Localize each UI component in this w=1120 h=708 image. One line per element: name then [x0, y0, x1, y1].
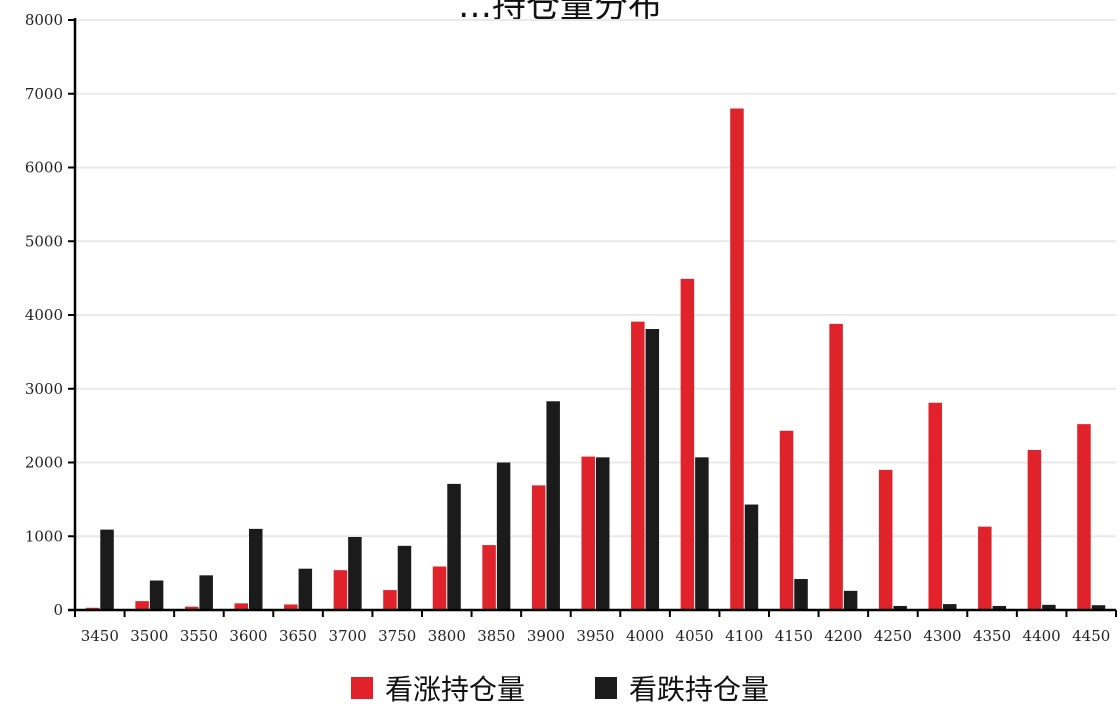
bar-calls — [631, 321, 645, 610]
bar-puts — [447, 483, 461, 610]
bar-puts — [843, 590, 858, 610]
y-tick-label: 1000 — [25, 527, 63, 545]
y-tick-label: 7000 — [25, 85, 63, 103]
x-tick-label: 3850 — [477, 627, 515, 645]
y-tick-label: 2000 — [25, 454, 63, 472]
x-tick-label: 4450 — [1072, 627, 1110, 645]
bar-calls — [135, 601, 149, 610]
legend-label-puts: 看跌持仓量 — [629, 673, 770, 706]
x-tick-label: 3650 — [279, 627, 317, 645]
legend-label-calls: 看涨持仓量 — [384, 673, 525, 706]
bar-puts — [1042, 604, 1056, 610]
bar-puts — [496, 462, 511, 610]
x-tick-label: 3550 — [180, 627, 218, 645]
bar-puts — [794, 579, 808, 610]
bar-puts — [596, 457, 610, 610]
x-tick-label: 4250 — [874, 627, 912, 645]
bar-calls — [234, 603, 248, 610]
x-tick-label: 3800 — [428, 627, 466, 645]
legend-item-calls: 看涨持仓量 — [350, 668, 525, 708]
y-tick-label: 3000 — [25, 380, 63, 398]
bar-calls — [730, 108, 744, 610]
bar-calls — [829, 323, 843, 610]
bar-puts — [744, 504, 759, 610]
bar-calls — [284, 604, 298, 610]
legend-swatch-puts — [595, 677, 617, 699]
bar-puts — [348, 536, 362, 610]
bar-calls — [333, 570, 348, 610]
bar-calls — [1027, 449, 1042, 610]
legend-item-puts: 看跌持仓量 — [595, 668, 769, 708]
x-tick-label: 3950 — [576, 627, 614, 645]
x-axis-ticks: 3450 3500 3550 3600 3650 3700 3750 3800 3850 3900… — [74, 610, 1117, 645]
gridlines — [75, 19, 1116, 538]
bar-calls — [581, 456, 595, 610]
x-tick-label: 3900 — [527, 627, 565, 645]
bar-puts — [943, 604, 957, 610]
x-tick-label: 4100 — [725, 627, 763, 645]
x-tick-label: 4150 — [775, 627, 813, 645]
bar-puts — [298, 568, 313, 610]
bar-calls — [184, 606, 199, 610]
bar-calls — [928, 402, 942, 610]
x-tick-label: 4350 — [973, 627, 1011, 645]
bar-calls — [878, 469, 893, 610]
bar-calls — [482, 545, 496, 610]
bar-puts — [645, 329, 660, 610]
bar-calls — [779, 430, 794, 610]
x-tick-label: 3600 — [229, 627, 267, 645]
y-tick-label: 0 — [53, 601, 63, 619]
y-tick-label: 8000 — [25, 11, 63, 29]
y-axis-ticks: 0 1000 2000 3000 4000 5000 6000 7000 8000 — [25, 11, 75, 619]
bar-calls — [432, 566, 447, 610]
bar-calls — [680, 278, 695, 610]
bar-puts — [695, 457, 709, 610]
legend-swatch-calls — [350, 677, 373, 699]
bar-puts — [397, 545, 412, 610]
bar-puts — [199, 575, 213, 610]
bar-puts — [249, 528, 263, 610]
bar-calls — [1077, 424, 1091, 610]
chart-title: …持仓量分布 — [458, 0, 662, 26]
y-tick-label: 5000 — [25, 232, 63, 250]
x-tick-label: 4300 — [923, 627, 961, 645]
bar-puts — [149, 580, 164, 610]
y-tick-label: 4000 — [25, 306, 63, 324]
bar-calls — [383, 590, 397, 610]
bar-puts — [100, 529, 114, 610]
bar-puts — [1091, 605, 1106, 610]
bar-calls — [978, 526, 992, 610]
bar-puts — [992, 605, 1007, 610]
x-tick-label: 4200 — [824, 627, 862, 645]
x-tick-label: 4400 — [1023, 627, 1061, 645]
x-tick-label: 4000 — [626, 627, 664, 645]
bar-puts — [546, 401, 560, 610]
y-tick-label: 6000 — [25, 159, 63, 177]
x-tick-label: 3500 — [130, 627, 168, 645]
bar-puts — [893, 605, 907, 610]
x-tick-label: 3450 — [81, 627, 119, 645]
bar-calls — [531, 485, 546, 610]
bar-group — [85, 108, 1106, 610]
x-tick-label: 3750 — [378, 627, 416, 645]
legend: 看涨持仓量 看跌持仓量 — [0, 668, 1120, 708]
x-tick-label: 3700 — [329, 627, 367, 645]
x-tick-label: 4050 — [676, 627, 714, 645]
